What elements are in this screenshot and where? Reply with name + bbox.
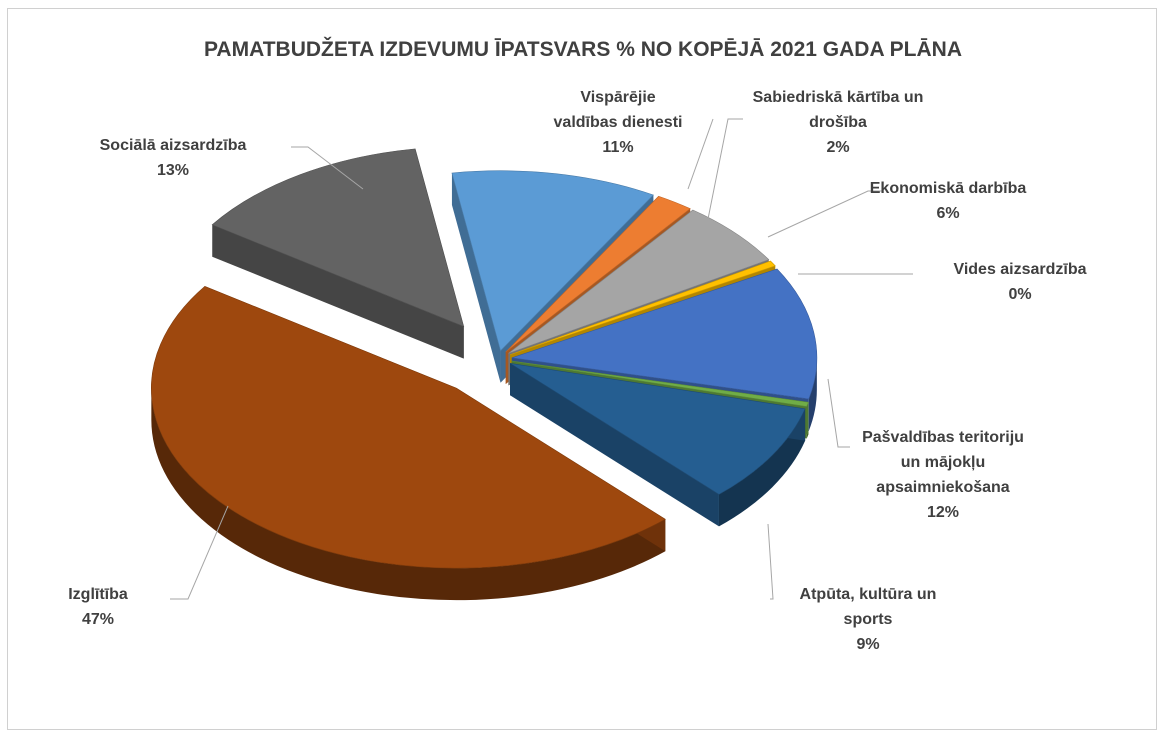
- data-label: Vispārējie valdības dienesti 11%: [554, 89, 683, 156]
- labels-layer: Vispārējie valdības dienesti 11% Sabiedrisk…: [68, 89, 1086, 653]
- data-label-name: apsaimniekošana: [876, 479, 1010, 496]
- pie-slice-face: [451, 173, 501, 383]
- slices-layer: [151, 148, 818, 601]
- chart-frame: PAMATBUDŽETA IZDEVUMU ĪPATSVARS % NO KOP…: [7, 8, 1157, 730]
- data-label: Ekonomiskā darbība 6%: [870, 180, 1027, 222]
- pie-slice: [151, 285, 666, 601]
- leader-line: [170, 505, 229, 600]
- data-label: Sabiedriskā kārtība un drošība 2%: [753, 89, 924, 156]
- pie-slice: [509, 362, 806, 527]
- data-label-value: 6%: [936, 205, 959, 222]
- data-label-name: Atpūta, kultūra un: [800, 586, 937, 603]
- pie-slice-face: [212, 224, 464, 359]
- leader-line: [827, 378, 850, 448]
- pie-slice-top: [509, 260, 776, 356]
- data-label-name: Ekonomiskā darbība: [870, 180, 1027, 197]
- leader-line: [687, 118, 714, 190]
- pie-slice-side: [808, 357, 817, 431]
- data-label-name: Sabiedriskā kārtība un: [753, 89, 924, 106]
- data-label: Atpūta, kultūra un sports 9%: [800, 586, 937, 653]
- pie-slice-side: [718, 408, 806, 527]
- data-label-name: Sociālā aizsardzība: [100, 137, 247, 154]
- data-label: Vides aizsardzība 0%: [953, 261, 1086, 303]
- pie-slice-top: [511, 360, 809, 407]
- data-label-name: drošība: [809, 114, 867, 131]
- data-label: Sociālā aizsardzība 13%: [100, 137, 247, 179]
- data-label-name: Vides aizsardzība: [953, 261, 1086, 278]
- leader-line: [707, 118, 743, 220]
- data-label-value: 12%: [927, 504, 959, 521]
- data-label-value: 2%: [826, 139, 849, 156]
- data-label-name: un mājokļu: [901, 454, 985, 471]
- data-label-name: valdības dienesti: [554, 114, 683, 131]
- pie-slice-top: [505, 195, 691, 353]
- data-label-name: Pašvaldības teritoriju: [862, 429, 1024, 446]
- leader-line: [291, 146, 364, 190]
- pie-slice-top: [508, 209, 770, 354]
- data-label-value: 47%: [82, 611, 114, 628]
- data-label-value: 13%: [157, 162, 189, 179]
- pie-slice-face: [510, 363, 719, 527]
- data-label: Pašvaldības teritoriju un mājokļu apsaimni…: [862, 429, 1024, 521]
- pie-slice-top: [211, 148, 465, 328]
- pie-slice-top: [151, 285, 666, 569]
- pie-slice-top: [451, 170, 654, 352]
- leader-line: [767, 523, 774, 600]
- pie-slice: [211, 148, 465, 359]
- leader-line: [767, 190, 883, 238]
- data-label-value: 0%: [1008, 286, 1031, 303]
- data-label-name: Vispārējie: [580, 89, 655, 106]
- data-label-name: Izglītība: [68, 586, 128, 603]
- pie-slice-top: [511, 268, 818, 400]
- data-label-value: 11%: [602, 139, 633, 156]
- pie-slice-side: [151, 388, 666, 601]
- data-label-value: 9%: [856, 636, 879, 653]
- chart-title: PAMATBUDŽETA IZDEVUMU ĪPATSVARS % NO KOP…: [204, 37, 962, 61]
- pie-chart: PAMATBUDŽETA IZDEVUMU ĪPATSVARS % NO KOP…: [68, 37, 1086, 653]
- pie-slice-top: [509, 362, 806, 495]
- data-label-name: sports: [844, 611, 893, 628]
- data-label: Izglītība 47%: [68, 586, 128, 628]
